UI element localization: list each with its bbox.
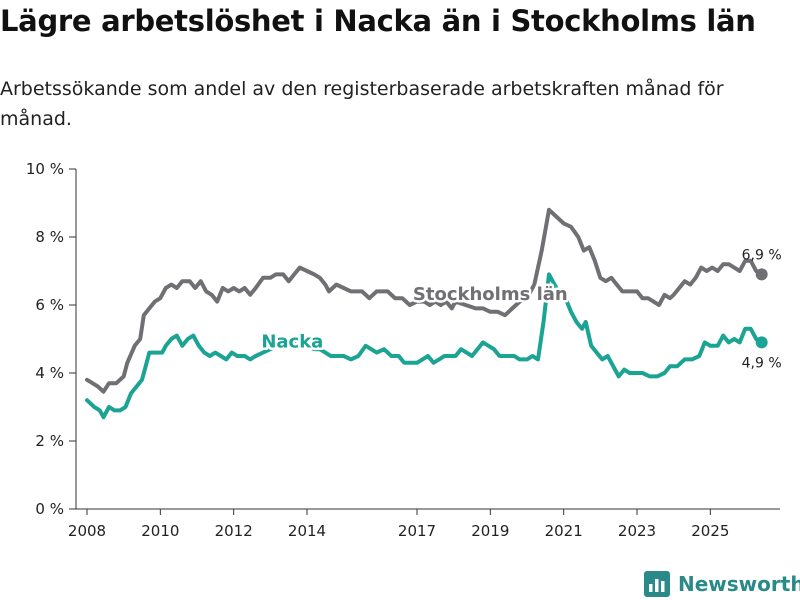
x-tick-label: 2023 (618, 522, 656, 540)
y-tick-label: 6 % (35, 296, 64, 314)
chart-subtitle: Arbetssökande som andel av den registerb… (0, 78, 724, 130)
series-name-label-stockholms-l-n: Stockholms län (413, 284, 568, 305)
y-tick-label: 4 % (35, 364, 64, 382)
series-name-label-nacka: Nacka (261, 332, 323, 353)
newsworthy-brand[interactable]: Newsworthy (644, 569, 800, 599)
x-tick-label: 2010 (141, 522, 179, 540)
x-tick-label: 2025 (691, 522, 729, 540)
series-end-label-stockholms-l-n: 6,9 % (742, 247, 782, 263)
series-line-stockholms-l-n (85, 207, 764, 394)
x-tick-label: 2014 (288, 522, 326, 540)
x-tick-label: 2012 (215, 522, 253, 540)
x-axis: 2008 2010 2012 2014 2017 2019 2021 2023 2025 (68, 508, 780, 540)
y-tick-label: 0 % (35, 500, 64, 518)
brand-name: Newsworthy (678, 572, 800, 596)
series-line-nacka (85, 272, 764, 420)
line-chart: 0 % 2 % 4 % 6 % 8 % 10 % 2008 2010 2012 2014 2017… (26, 160, 782, 540)
series-end-marker-nacka (755, 336, 768, 349)
y-tick-label: 10 % (26, 160, 64, 178)
x-tick-label: 2021 (545, 522, 583, 540)
y-axis: 0 % 2 % 4 % 6 % 8 % 10 % (26, 160, 77, 518)
x-tick-label: 2008 (68, 522, 106, 540)
chart-title: Lägre arbetslöshet i Nacka än i Stockhol… (0, 4, 756, 38)
series-layer: 6,9 % 4,9 % Stockholms län Nacka (85, 207, 782, 420)
x-tick-label: 2019 (471, 522, 509, 540)
series-end-marker-stockholms-l-n (755, 268, 768, 281)
bar-chart-logo-icon (644, 571, 670, 597)
y-tick-label: 2 % (35, 432, 64, 450)
x-tick-label: 2017 (398, 522, 436, 540)
y-tick-label: 8 % (35, 228, 64, 246)
series-end-label-nacka: 4,9 % (742, 355, 782, 371)
